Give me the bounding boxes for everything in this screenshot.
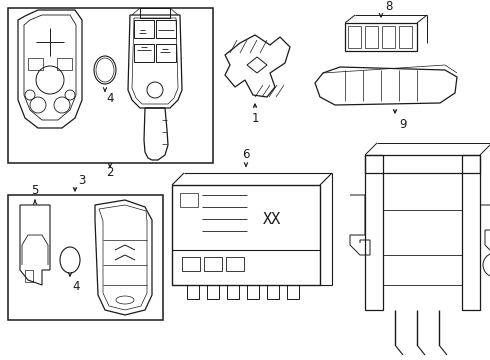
Text: 3: 3	[78, 175, 86, 188]
Bar	[8, 195, 163, 320]
Bar	[345, 23, 417, 51]
Bar	[247, 285, 259, 299]
Bar	[156, 20, 176, 38]
Bar	[28, 58, 43, 70]
Bar	[182, 257, 200, 271]
Bar	[180, 193, 198, 207]
Bar	[348, 26, 361, 48]
Bar	[287, 285, 299, 299]
Bar	[365, 26, 378, 48]
Bar	[8, 8, 213, 163]
Bar	[462, 155, 480, 310]
Bar	[226, 257, 244, 271]
Bar	[140, 8, 170, 18]
Bar	[399, 26, 412, 48]
Text: XX: XX	[263, 212, 281, 228]
Text: 4: 4	[106, 91, 114, 104]
Text: 2: 2	[106, 166, 114, 180]
Text: 1: 1	[251, 112, 259, 126]
Bar	[365, 155, 383, 310]
Text: 4: 4	[72, 280, 80, 293]
Text: 5: 5	[31, 184, 39, 197]
Text: 8: 8	[385, 0, 392, 13]
Bar	[156, 44, 176, 62]
Bar	[204, 257, 222, 271]
Bar	[382, 26, 395, 48]
Bar	[227, 285, 239, 299]
Bar	[134, 44, 154, 62]
Bar	[267, 285, 279, 299]
Bar	[207, 285, 219, 299]
Bar	[25, 270, 33, 282]
Text: 9: 9	[399, 118, 407, 131]
Text: 6: 6	[242, 148, 250, 162]
Bar	[365, 155, 480, 173]
Bar	[172, 185, 320, 285]
Bar	[187, 285, 199, 299]
Bar	[57, 58, 72, 70]
Bar	[134, 20, 154, 38]
